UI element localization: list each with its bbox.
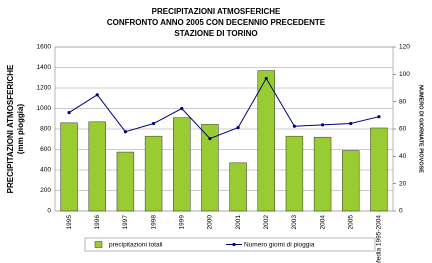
line [68,77,380,140]
point [377,115,381,119]
x-tick-label: 1999 [178,215,185,230]
y-tick-label: 1600 [37,44,52,51]
y-tick-label: 0 [47,208,51,215]
point [320,123,325,127]
bar [285,135,304,212]
bar [229,162,247,212]
x-tick-label: 2000 [207,215,214,230]
bar [173,117,191,212]
y2-tick-label: 60 [399,126,407,133]
bar [116,151,135,212]
legend-swatch [94,241,103,248]
point [123,130,128,134]
bar [370,127,388,212]
y2-axis-title: NUMERO DI GIORNATE PIOVOSE [418,85,424,173]
y2-tick-label: 0 [399,208,403,215]
point [95,93,99,97]
y-tick-label: 600 [40,146,51,153]
x-tick-label: 1995 [66,215,73,230]
bar [257,70,275,212]
x-tick-label: 1996 [94,215,101,230]
point [180,106,184,111]
y-tick-label: 1000 [37,105,52,112]
point [67,111,71,115]
x-tick-label: 1998 [150,215,157,230]
y-tick-label: 400 [40,167,51,174]
x-tick-label: 1997 [122,215,129,230]
x-tick-label: 2003 [291,215,298,230]
point [236,126,240,130]
bar [60,122,78,212]
x-tick-label: 2002 [263,215,270,230]
y-tick-label: 1400 [37,64,52,71]
point [151,121,156,126]
x-tick-label: 2005 [347,215,354,230]
y-tick-label: 800 [40,126,51,133]
legend-label: Numero giorni di pioggia [244,242,315,249]
bar [88,121,106,212]
point [208,136,212,141]
y2-tick-label: 20 [399,180,407,187]
point [292,124,297,128]
x-tick-label: 2004 [319,215,326,230]
x-tick-label: Media 1995-2004 [376,215,383,263]
chart-title: CONFRONTO ANNO 2005 CON DECENNIO PRECEDE… [107,18,326,27]
y-tick-label: 200 [40,187,51,194]
point [349,121,353,126]
bar [313,136,332,212]
point [264,76,268,81]
bar [342,150,360,212]
bar [201,124,219,212]
chart-title: PRECIPITAZIONI ATMOSFERICHE [152,7,281,16]
y2-tick-label: 120 [399,44,410,51]
x-tick-label: 2001 [235,215,242,230]
y2-tick-label: 40 [399,153,407,160]
y2-tick-label: 100 [399,71,410,78]
legend-swatch [232,242,236,247]
y-tick-label: 1200 [37,85,52,92]
bar [144,135,163,212]
legend-label: precipitazioni totali [109,242,162,249]
y-axis-title: PRECIPITAZIONI ATMOSFERICHE [6,64,15,193]
y2-tick-label: 80 [399,98,407,105]
y-axis-title: (mm pioggia) [16,104,25,155]
chart-title: STAZIONE DI TORINO [174,29,257,38]
